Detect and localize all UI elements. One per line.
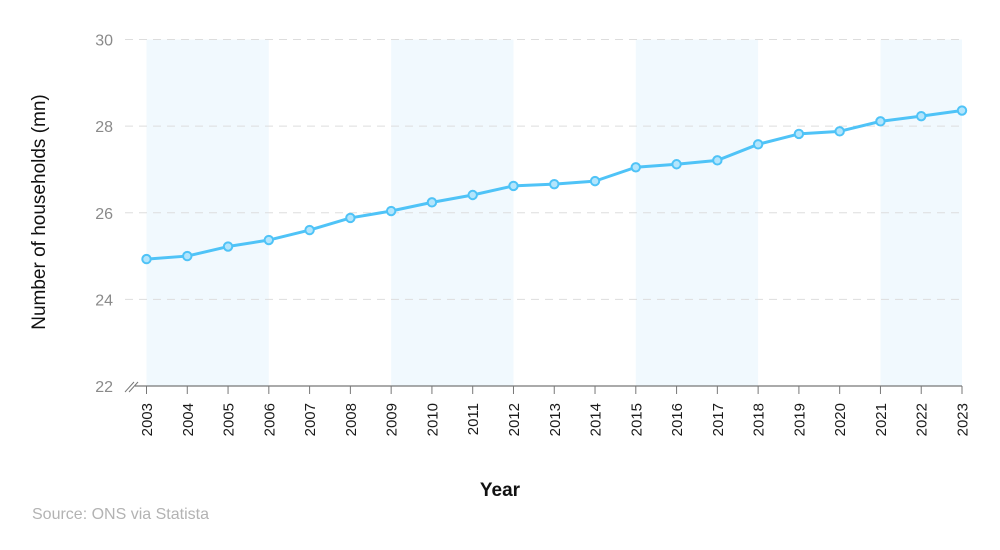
y-tick-label: 22: [95, 379, 113, 396]
x-tick-label: 2014: [588, 403, 605, 436]
y-axis-ticks: 22 24 26 28 30: [95, 33, 113, 397]
x-tick-label: 2017: [710, 403, 727, 436]
data-series: [141, 105, 968, 265]
data-point-marker: [712, 155, 723, 166]
data-point-marker: [549, 178, 560, 190]
data-point-marker: [793, 128, 805, 140]
x-tick-label: 2020: [832, 403, 849, 436]
x-tick-label: 2013: [547, 403, 564, 436]
x-tick-label: 2019: [791, 403, 808, 436]
data-point-marker: [467, 189, 478, 201]
data-point-marker: [141, 253, 152, 265]
y-tick-label: 24: [95, 292, 113, 309]
x-axis-label: Year: [479, 480, 521, 501]
data-point-marker: [956, 105, 968, 116]
x-tick-label: 2023: [955, 403, 972, 436]
x-tick-label: 2018: [751, 403, 768, 436]
data-point-marker: [508, 180, 519, 192]
data-point-marker: [222, 241, 234, 252]
y-tick-label: 30: [95, 33, 113, 50]
x-tick-label: 2009: [384, 403, 401, 436]
x-tick-label: 2010: [424, 403, 441, 436]
data-point-marker: [385, 205, 397, 217]
data-point-marker: [671, 159, 682, 170]
data-point-marker: [834, 126, 845, 137]
x-tick-label: 2007: [302, 403, 319, 436]
data-point-marker: [426, 197, 438, 208]
x-axis: 2003 2004 2005 2006 2007 2008 2009 2010 2011 2012…: [124, 381, 972, 436]
x-tick-label: 2022: [914, 403, 931, 436]
source-note: Source: ONS via Statista: [32, 506, 209, 523]
x-tick-label: 2016: [669, 403, 686, 436]
data-point-marker: [752, 139, 764, 150]
data-point-marker: [589, 175, 601, 187]
x-tick-label: 2015: [628, 403, 645, 436]
y-tick-label: 26: [95, 206, 113, 223]
axis-break-icon: [124, 381, 135, 393]
y-axis-label: Number of households (mn): [29, 94, 50, 330]
x-tick-label: 2004: [180, 403, 197, 436]
x-tick-label: 2011: [465, 403, 482, 435]
data-point-marker: [630, 162, 641, 173]
data-point-marker: [182, 250, 193, 262]
x-tick-label: 2021: [873, 403, 890, 436]
data-point-marker: [916, 110, 927, 122]
axis-break-icon: [128, 381, 139, 393]
data-point-marker: [345, 212, 356, 224]
x-tick-label: 2005: [221, 403, 238, 436]
x-tick-label: 2008: [343, 403, 360, 436]
shaded-band: [146, 39, 269, 386]
shaded-band: [880, 39, 962, 386]
data-point-marker: [263, 234, 275, 246]
y-tick-label: 28: [95, 119, 113, 136]
x-tick-label: 2003: [139, 403, 156, 436]
x-tick-label: 2012: [506, 403, 523, 436]
data-point-marker: [875, 116, 886, 127]
x-tick-label: 2006: [261, 403, 278, 436]
data-point-marker: [304, 224, 315, 236]
shaded-band: [635, 39, 759, 386]
